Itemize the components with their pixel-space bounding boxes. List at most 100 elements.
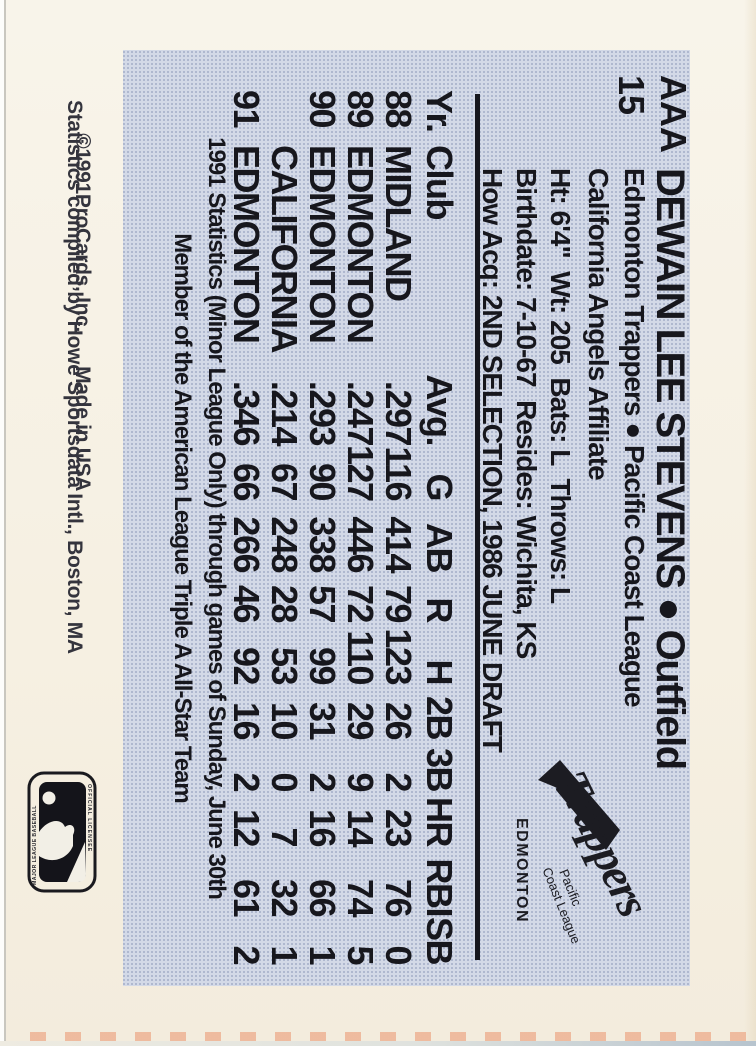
- stats-cell: 0: [264, 772, 305, 791]
- bio-height-weight-line: Ht: 6'4" Wt: 205 Bats: L Throws: L: [545, 168, 576, 604]
- stats-cell: 2: [226, 772, 267, 791]
- stats-cell: 7: [264, 827, 305, 846]
- scan-edge-right: [744, 0, 756, 1046]
- stats-table: Yr. Club Avg. G AB R H 2B 3B HR RBI SB 88 MIDLAND .297…: [226, 90, 460, 964]
- stats-header-cell: RBI: [419, 858, 460, 917]
- bio-birthdate-line: Birthdate: 7-10-67 Resides: Wichita, KS: [511, 168, 542, 659]
- stats-cell: 66: [226, 462, 267, 500]
- trappers-team-logo: Trappers Pacific Coast League EDMONTON: [513, 760, 660, 946]
- stats-cell: 123: [378, 628, 419, 684]
- stats-cell: MIDLAND: [378, 145, 419, 301]
- stats-panel: AAA 15 DEWAIN LEE STEVENS ● Outfield Edm…: [123, 50, 694, 986]
- stats-cell: .346: [226, 380, 267, 445]
- stats-cell: 446: [340, 516, 381, 572]
- stats-cell: 16: [226, 701, 267, 739]
- stats-cell: 66: [302, 878, 343, 916]
- mlb-side-text-left: MAJOR LEAGUE BASEBALL: [32, 805, 38, 885]
- stats-cell: 414: [378, 516, 419, 572]
- stats-cell: 248: [264, 516, 305, 572]
- bio-acquisition-line: How Acq: 2ND SELECTION, 1986 JUNE DRAFT: [477, 168, 508, 752]
- stats-cell: 23: [378, 808, 419, 846]
- stats-header-cell: 2B: [419, 695, 460, 739]
- stats-cell: .214: [264, 380, 305, 445]
- stats-cell: 67: [264, 462, 305, 500]
- stats-cell: .247: [340, 380, 381, 445]
- affiliate-line: California Angels Affiliate: [583, 168, 614, 480]
- stats-header-cell: H: [419, 659, 460, 685]
- mlb-ball-icon: [42, 791, 56, 805]
- stats-cell: [264, 90, 302, 145]
- stats-header-cell: R: [419, 597, 460, 623]
- stats-cell: CALIFORNIA: [264, 145, 305, 352]
- stats-cell: 72: [340, 584, 381, 622]
- stats-cell: 57: [302, 584, 343, 622]
- scan-edge-bottom: [0, 1041, 756, 1046]
- stats-cell: 53: [264, 646, 305, 684]
- mlb-side-text-right: OFFICIAL LICENSEE: [86, 784, 92, 852]
- stats-cell: 266: [226, 516, 267, 572]
- stats-cell: 61: [226, 878, 267, 916]
- league-classification: AAA: [653, 75, 694, 153]
- stats-cell: 89: [340, 90, 381, 128]
- stats-header-cell: SB: [419, 916, 460, 964]
- stats-cell: 79: [378, 584, 419, 622]
- mlb-batter-silhouette: [39, 820, 75, 861]
- scan-print-dashes: [30, 1032, 746, 1041]
- stats-header-cell: 3B: [419, 747, 460, 791]
- stats-cell: 2: [378, 772, 419, 791]
- stats-cell: .297: [378, 380, 419, 445]
- stats-cell: 110: [340, 630, 381, 684]
- stats-cell: 28: [264, 584, 305, 622]
- scan-edge-left: [0, 0, 8, 1046]
- stats-cell: 88: [378, 90, 419, 128]
- team-league-line: Edmonton Trappers ● Pacific Coast League: [619, 168, 650, 707]
- stats-note-line: 1991 Statistics (Minor League Only) thro…: [203, 137, 230, 899]
- stats-header-cell: Club: [419, 145, 460, 219]
- stats-cell: 1: [302, 945, 343, 964]
- stats-cell: 14: [340, 808, 381, 846]
- stats-cell: EDMONTON: [302, 145, 343, 343]
- stats-cell: 32: [264, 878, 305, 916]
- stats-cell: 116: [378, 446, 419, 500]
- allstar-note-line: Member of the American League Triple A A…: [169, 233, 196, 803]
- pennant-flag-shape: [556, 760, 620, 850]
- stats-cell: 76: [378, 878, 419, 916]
- stats-cell: .293: [302, 380, 343, 445]
- stats-cell: 92: [226, 646, 267, 684]
- stats-cell: EDMONTON: [226, 145, 267, 343]
- stats-header-cell: Yr.: [419, 90, 460, 132]
- stats-cell: 99: [302, 646, 343, 684]
- mlb-official-licensee-logo: MAJOR LEAGUE BASEBALL OFFICIAL LICENSEE: [27, 771, 97, 893]
- stats-cell: 5: [340, 945, 381, 964]
- stats-cell: EDMONTON: [340, 145, 381, 343]
- mlb-diagonal-cut: [67, 842, 86, 882]
- table-divider-rule: [475, 94, 480, 960]
- stats-cell: 12: [226, 808, 267, 846]
- stats-cell: 90: [302, 90, 343, 128]
- stats-cell: 9: [340, 772, 381, 791]
- stats-cell: 16: [302, 808, 343, 846]
- stats-cell: 31: [302, 701, 343, 739]
- stats-cell: 338: [302, 516, 343, 572]
- stats-cell: 90: [302, 462, 343, 500]
- stats-header-cell: Avg.: [419, 374, 460, 445]
- card-number: 15: [611, 75, 652, 116]
- stats-cell: 74: [340, 878, 381, 916]
- stats-cell: 0: [378, 945, 419, 964]
- stats-cell: 29: [340, 701, 381, 739]
- stats-cell: 26: [378, 701, 419, 739]
- stats-header-cell: HR: [419, 797, 460, 846]
- stats-cell: 2: [226, 945, 267, 964]
- stats-header-cell: AB: [419, 523, 460, 572]
- stats-cell: 91: [226, 90, 267, 128]
- stats-cell: 10: [264, 701, 305, 739]
- pennant-tail-shape: [538, 760, 567, 792]
- stats-cell: 1: [264, 945, 305, 964]
- stats-header-cell: G: [419, 473, 460, 500]
- city-text: EDMONTON: [513, 818, 530, 923]
- stats-credit-line: Statistics compiled by Howe Sportsdata I…: [63, 100, 86, 654]
- stats-cell: 127: [340, 445, 381, 501]
- stats-cell: 2: [302, 772, 343, 791]
- stats-cell: 46: [226, 584, 267, 622]
